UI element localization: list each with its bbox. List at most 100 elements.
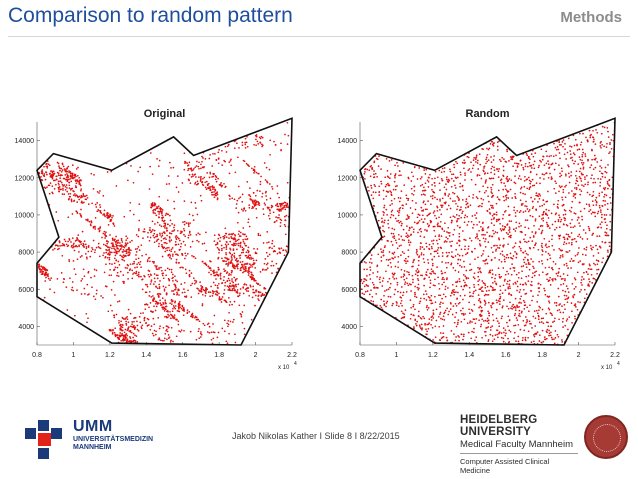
scatter-point: [276, 252, 279, 255]
scatter-point: [249, 198, 252, 200]
scatter-point: [62, 177, 65, 180]
scatter-point: [452, 173, 455, 176]
scatter-point: [224, 227, 227, 230]
scatter-point: [471, 215, 474, 217]
scatter-point: [128, 269, 131, 272]
scatter-point: [578, 222, 580, 224]
scatter-point: [242, 227, 245, 229]
scatter-point: [501, 225, 504, 227]
scatter-point: [51, 171, 54, 174]
scatter-point: [583, 271, 585, 274]
scatter-point: [98, 230, 101, 233]
scatter-point: [494, 231, 497, 233]
scatter-point: [70, 198, 73, 201]
scatter-point: [132, 273, 134, 275]
scatter-point: [410, 233, 413, 236]
scatter-point: [181, 291, 184, 294]
scatter-point: [443, 230, 446, 232]
scatter-point: [538, 228, 540, 230]
scatter-point: [373, 286, 376, 289]
scatter-point: [551, 162, 554, 165]
scatter-point: [511, 158, 514, 161]
scatter-point: [102, 195, 105, 197]
scatter-point: [249, 195, 252, 198]
scatter-point: [174, 288, 177, 291]
scatter-point: [376, 271, 379, 273]
scatter-point: [484, 304, 486, 306]
scatter-point: [187, 179, 190, 181]
scatter-point: [93, 275, 96, 277]
scatter-point: [115, 245, 118, 248]
scatter-point: [126, 329, 129, 332]
scatter-point: [215, 180, 218, 183]
scatter-point: [153, 305, 155, 308]
scatter-point: [237, 156, 239, 159]
scatter-point: [146, 260, 149, 263]
scatter-point: [399, 206, 402, 209]
scatter-point: [258, 136, 261, 139]
scatter-point: [132, 332, 135, 335]
scatter-point: [541, 204, 544, 207]
scatter-point: [208, 291, 210, 293]
scatter-point: [220, 301, 223, 303]
scatter-point: [505, 188, 507, 191]
scatter-point: [114, 327, 117, 330]
scatter-point: [154, 264, 156, 267]
scatter-point: [96, 210, 99, 213]
scatter-point: [197, 318, 200, 321]
scatter-point: [163, 232, 166, 235]
scatter-point: [368, 273, 371, 276]
scatter-point: [167, 326, 170, 329]
scatter-point: [501, 217, 504, 220]
scatter-point: [441, 179, 444, 182]
scatter-point: [67, 240, 69, 243]
scatter-point: [509, 252, 512, 255]
scatter-point: [89, 255, 92, 258]
scatter-point: [173, 314, 176, 316]
scatter-point: [161, 255, 164, 258]
scatter-point: [158, 159, 161, 162]
scatter-point: [451, 289, 454, 292]
scatter-point: [424, 194, 426, 196]
scatter-point: [464, 161, 466, 164]
scatter-point: [118, 336, 120, 339]
scatter-point: [451, 313, 454, 316]
scatter-point: [251, 263, 254, 266]
scatter-point: [184, 244, 187, 246]
scatter-point: [170, 167, 172, 169]
scatter-point: [573, 144, 576, 147]
scatter-point: [470, 308, 473, 311]
scatter-point: [104, 256, 107, 258]
scatter-point: [408, 244, 411, 246]
scatter-point: [244, 209, 247, 212]
scatter-point: [216, 241, 219, 244]
scatter-point: [526, 319, 528, 321]
scatter-point: [108, 329, 111, 331]
scatter-point: [402, 275, 405, 278]
scatter-point: [180, 329, 183, 331]
scatter-point: [39, 271, 42, 273]
scatter-point: [394, 176, 396, 179]
scatter-point: [237, 211, 240, 214]
scatter-point: [380, 251, 383, 253]
scatter-point: [416, 320, 419, 323]
scatter-point: [382, 254, 385, 257]
scatter-point: [502, 188, 505, 191]
scatter-point: [450, 177, 453, 180]
scatter-point: [607, 251, 609, 253]
scatter-point: [256, 189, 259, 192]
scatter-point: [193, 255, 195, 258]
scatter-point: [156, 233, 158, 236]
scatter-point: [201, 160, 203, 163]
scatter-point: [593, 158, 596, 161]
scatter-point: [496, 244, 498, 247]
scatter-point: [394, 173, 397, 175]
scatter-point: [590, 212, 593, 215]
scatter-point: [152, 300, 154, 302]
scatter-point: [591, 195, 594, 198]
scatter-point: [530, 180, 532, 183]
scatter-point: [245, 287, 248, 290]
scatter-point: [513, 181, 516, 184]
scatter-point: [70, 172, 73, 175]
scatter-point: [526, 208, 529, 210]
